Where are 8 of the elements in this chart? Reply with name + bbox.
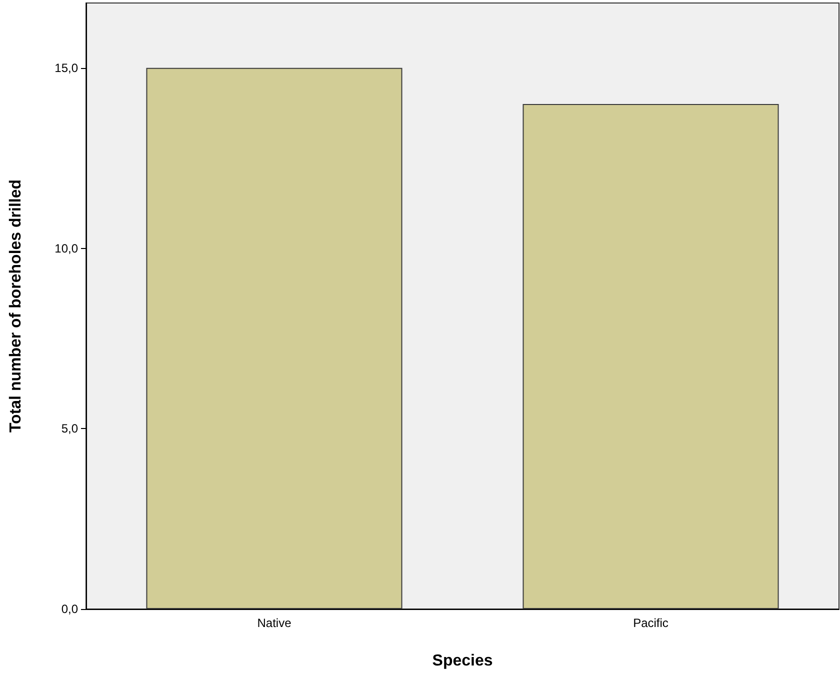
y-axis-title: Total number of boreholes drilled (8, 179, 24, 433)
y-tick-label: 5,0 (61, 422, 78, 436)
y-tick-label: 0,0 (61, 602, 78, 616)
x-axis-title: Species (432, 652, 493, 670)
y-tick-label: 15,0 (54, 60, 78, 75)
y-tick-label: 10,0 (54, 241, 78, 256)
x-tick-label: Pacific (633, 616, 668, 630)
x-tick-label: Native (257, 616, 292, 630)
